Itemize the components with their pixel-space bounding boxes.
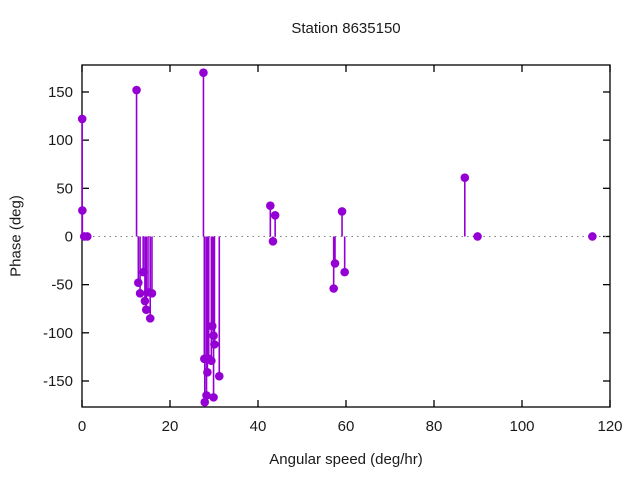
data-point bbox=[266, 201, 275, 210]
data-point bbox=[209, 393, 218, 402]
y-tick-label: 50 bbox=[56, 180, 73, 197]
x-tick-label: 0 bbox=[78, 418, 86, 435]
data-point bbox=[268, 236, 278, 246]
data-point bbox=[202, 391, 211, 400]
y-tick-label: 0 bbox=[65, 228, 73, 245]
data-point bbox=[140, 296, 150, 306]
data-point bbox=[214, 371, 224, 381]
data-point bbox=[141, 305, 151, 314]
data-point bbox=[82, 232, 92, 241]
data-point bbox=[134, 278, 143, 288]
data-point bbox=[207, 356, 216, 366]
y-tick-label: 150 bbox=[48, 84, 73, 101]
data-point bbox=[78, 206, 87, 215]
x-tick-label: 100 bbox=[509, 418, 534, 435]
data-point bbox=[337, 207, 347, 216]
x-axis-label: Angular speed (deg/hr) bbox=[269, 451, 423, 468]
y-tick-label: 100 bbox=[48, 132, 73, 149]
x-tick-label: 120 bbox=[597, 418, 622, 435]
y-tick-label: -50 bbox=[51, 277, 73, 294]
data-point bbox=[340, 267, 349, 277]
data-point bbox=[147, 289, 157, 298]
data-point bbox=[210, 340, 219, 349]
data-point bbox=[329, 284, 338, 293]
data-point bbox=[135, 289, 145, 298]
data-point bbox=[203, 368, 212, 377]
data-point bbox=[207, 321, 217, 331]
chart-title: Station 8635150 bbox=[291, 20, 401, 37]
data-point bbox=[473, 232, 482, 241]
x-tick-label: 40 bbox=[250, 418, 267, 435]
data-point bbox=[199, 68, 208, 78]
data-point bbox=[460, 173, 470, 183]
data-point bbox=[138, 267, 148, 277]
x-tick-label: 80 bbox=[426, 418, 443, 435]
y-tick-label: -100 bbox=[43, 325, 73, 342]
data-point bbox=[588, 232, 597, 241]
data-point bbox=[77, 114, 87, 124]
data-point bbox=[145, 314, 155, 323]
data-point bbox=[270, 210, 280, 220]
data-point bbox=[200, 397, 210, 407]
y-tick-label: -150 bbox=[43, 373, 73, 390]
x-tick-label: 20 bbox=[162, 418, 179, 435]
data-point bbox=[209, 331, 218, 341]
y-axis-label: Phase (deg) bbox=[7, 195, 25, 277]
x-tick-label: 60 bbox=[338, 418, 355, 435]
data-point bbox=[330, 259, 340, 268]
data-point bbox=[132, 85, 141, 95]
